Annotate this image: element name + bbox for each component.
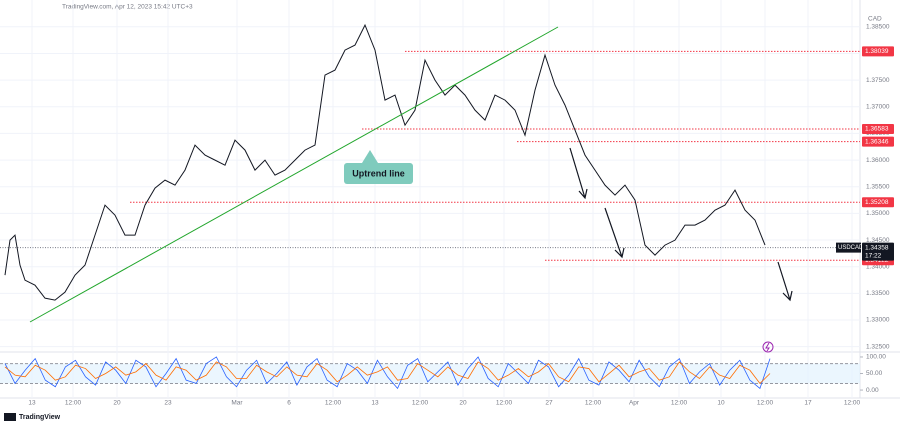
x-tick-label: 10: [717, 400, 725, 407]
logo-mark: [4, 413, 16, 421]
callout-box: [344, 163, 413, 184]
currency: CAD: [868, 16, 882, 23]
last-price-bg: [862, 242, 894, 261]
x-tick-label: 12:00: [496, 400, 513, 407]
level-label-bg: [862, 46, 894, 57]
x-tick-label: 20: [459, 400, 467, 407]
arrows: [569, 147, 793, 302]
y-tick-label: 1.37500: [866, 77, 890, 84]
callout-text: Uptrend line: [352, 168, 405, 178]
price-line: [4, 23, 766, 301]
symbol-label-bg: [836, 242, 861, 253]
x-tick-label: 12:00: [671, 400, 688, 407]
x-tick-label: 6: [287, 400, 291, 407]
x-tick-label: 17: [804, 400, 812, 407]
osc-tick-label: 100.00: [866, 354, 886, 361]
x-tick-label: 12:00: [65, 400, 82, 407]
x-tick-label: 23: [164, 400, 172, 407]
y-tick-label: 1.36000: [866, 157, 890, 164]
x-tick-label: 12:00: [325, 400, 342, 407]
symbol-label: USDCAD: [838, 245, 864, 251]
arrow: [569, 147, 588, 200]
level-label-bg: [862, 197, 894, 208]
y-tick-label: 1.34000: [866, 263, 890, 270]
trend-line: [29, 26, 559, 323]
alert-bolt: [765, 342, 770, 352]
x-tick-label: 27: [545, 400, 553, 407]
y-tick-label: 1.35000: [866, 210, 890, 217]
x-tick-label: 12:00: [412, 400, 429, 407]
x-tick-label: 20: [113, 400, 121, 407]
y-tick-label: 1.38500: [866, 24, 890, 31]
logo: TradingView: [19, 414, 61, 421]
x-tick-label: Mar: [231, 400, 243, 407]
arrow: [777, 261, 793, 302]
x-tick-label: 12:00: [585, 400, 602, 407]
x-tick-label: 12:00: [757, 400, 774, 407]
level-label-bg: [862, 136, 894, 147]
y-tick-label: 1.32500: [866, 343, 890, 350]
x-tick-label: 13: [371, 400, 379, 407]
x-tick-label: 13: [28, 400, 36, 407]
y-tick-label: 1.33500: [866, 290, 890, 297]
level-label: 1.35208: [865, 199, 889, 206]
x-tick-label: 12:00: [844, 400, 861, 407]
y-tick-label: 1.33000: [866, 317, 890, 324]
osc-line: [4, 356, 771, 390]
plot: 13 12:00 20 23 Mar 6 12:00 13 12:00 20 12:00 27 12:0…: [0, 0, 894, 407]
band-fill: [0, 363, 860, 384]
alert-icon[interactable]: [762, 341, 774, 353]
last-price-label: 1.34358: [865, 244, 889, 251]
arrow: [604, 207, 625, 259]
countdown: 17:22: [865, 252, 882, 259]
level-label: 1.36583: [865, 126, 889, 133]
osc-line: [4, 361, 771, 385]
x-tick-label: Apr: [629, 400, 640, 407]
level-label-bg: [862, 123, 894, 134]
level-label: 1.38039: [865, 48, 889, 55]
level-label: 1.36346: [865, 138, 889, 145]
osc-tick-label: 50.00: [866, 370, 883, 377]
osc-tick-label: 0.00: [866, 387, 879, 394]
chart-title: TradingView.com, Apr 12, 2023 15:42 UTC+…: [62, 4, 193, 11]
callout-pointer: [362, 150, 378, 163]
y-tick-label: 1.35500: [866, 183, 890, 190]
y-tick-label: 1.37000: [866, 103, 890, 110]
y-tick-label: 1.34500: [866, 237, 890, 244]
